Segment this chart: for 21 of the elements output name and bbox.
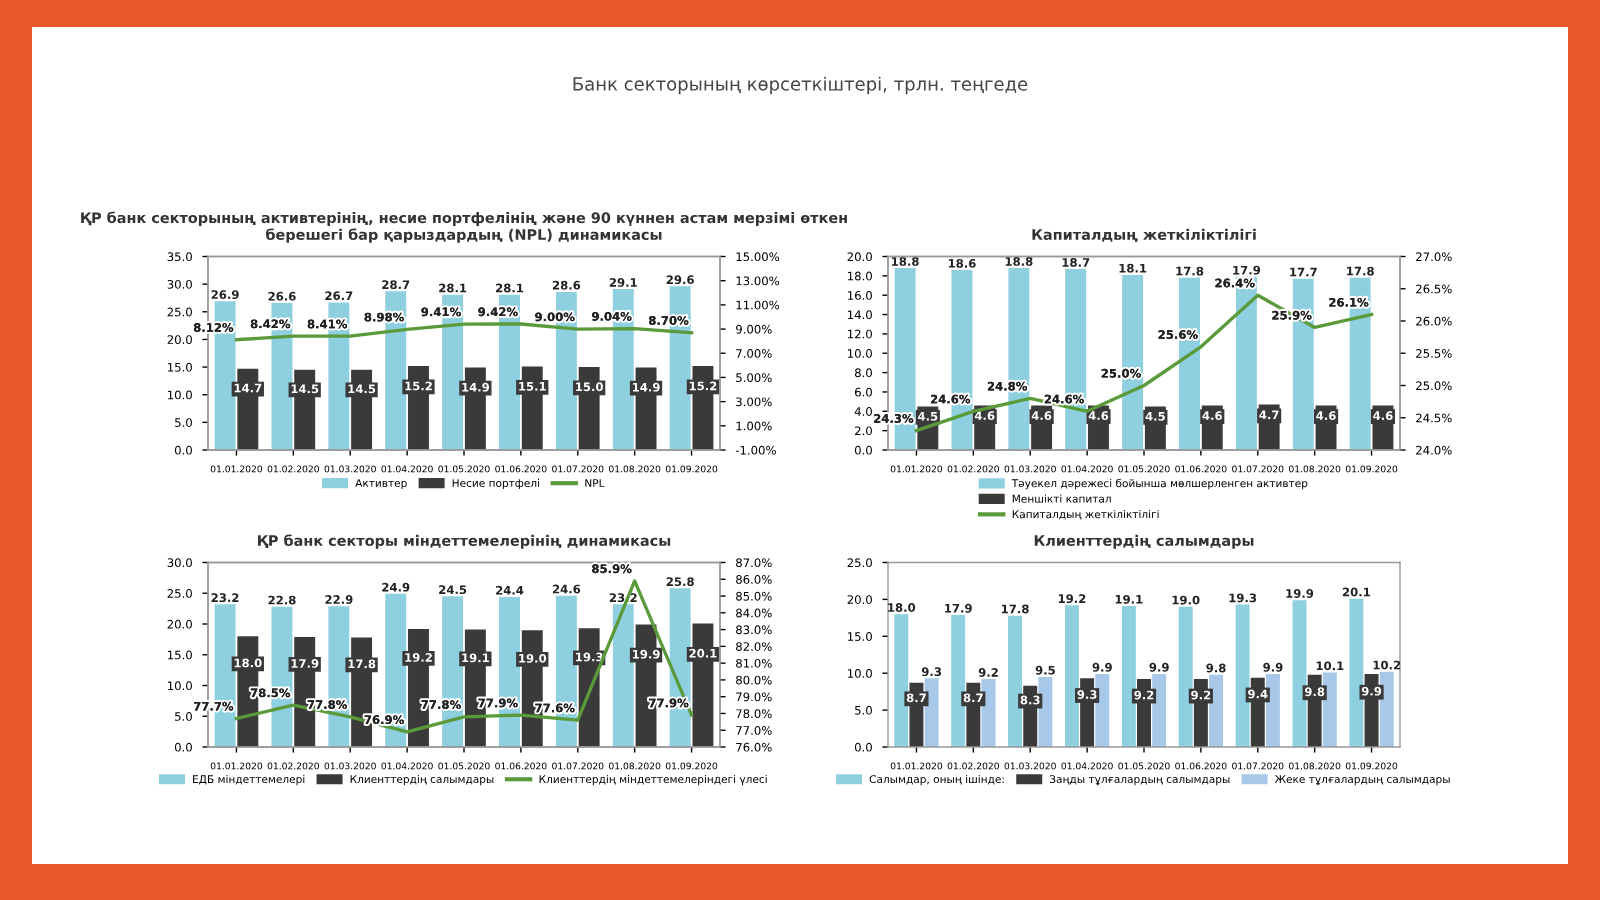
bar xyxy=(1038,676,1053,747)
bar xyxy=(1178,606,1193,747)
bar xyxy=(1121,606,1136,747)
bar xyxy=(1292,600,1307,747)
bar xyxy=(1064,605,1079,747)
bar xyxy=(1322,672,1337,747)
bar xyxy=(1379,671,1394,747)
bar xyxy=(1008,615,1023,747)
bar xyxy=(1349,598,1364,747)
line-series xyxy=(914,293,1374,433)
bar xyxy=(894,614,909,747)
bar xyxy=(924,678,939,747)
text: Банк секторының көрсеткіштері, трлн. теңгеде xyxy=(573,76,1028,95)
bar xyxy=(1209,674,1224,747)
bar xyxy=(612,604,634,747)
line-series xyxy=(234,322,694,342)
bar xyxy=(1235,604,1250,747)
bar xyxy=(1265,673,1280,747)
bar xyxy=(951,614,966,747)
bar xyxy=(1152,673,1167,747)
bar xyxy=(1095,673,1110,747)
